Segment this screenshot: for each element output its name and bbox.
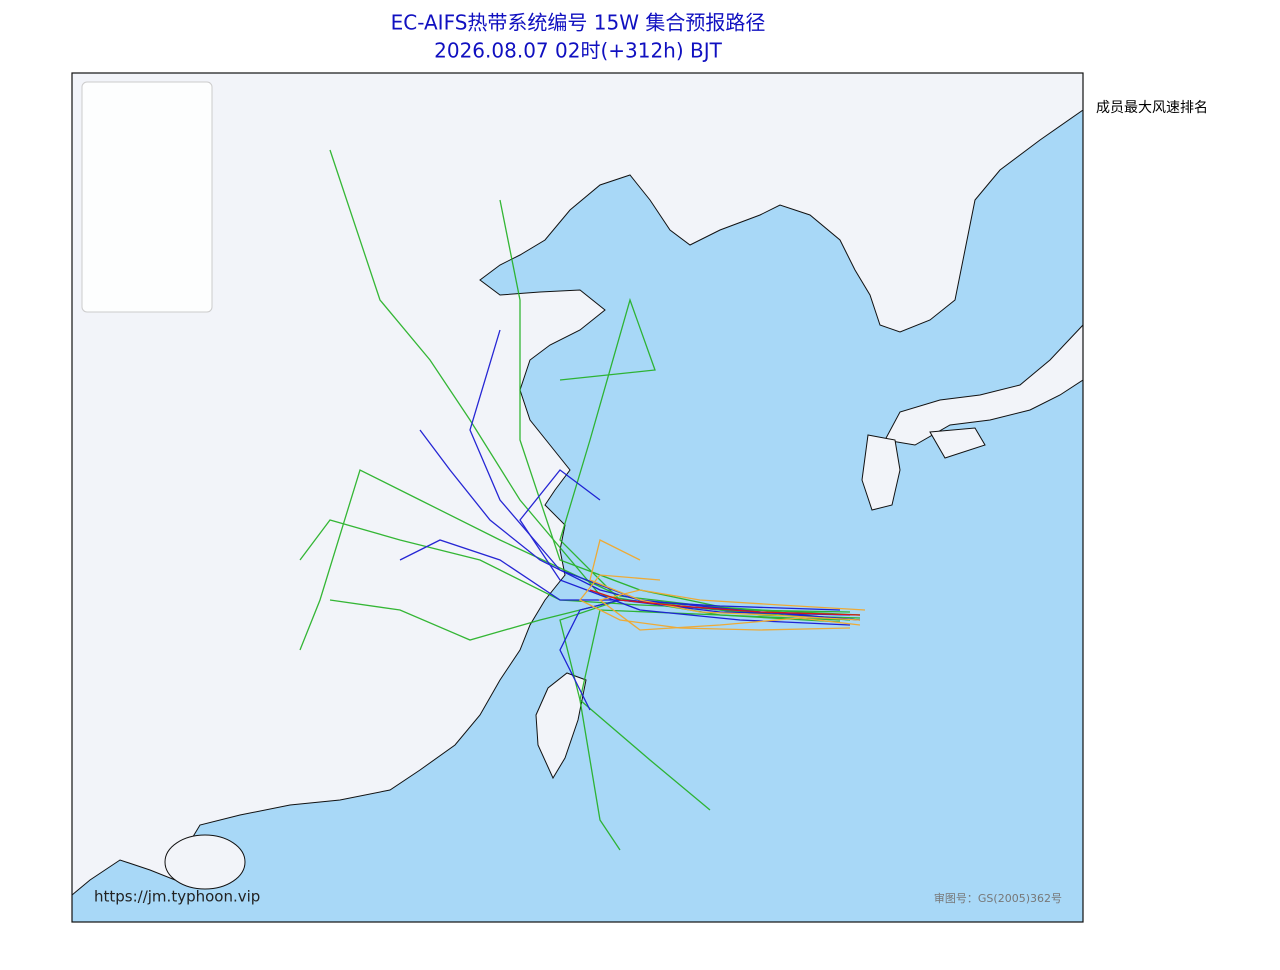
kyushu bbox=[861, 434, 901, 511]
review-number: 审图号：GS(2005)362号 bbox=[934, 891, 1062, 905]
shikoku bbox=[929, 427, 986, 459]
ensemble-tracks bbox=[299, 149, 866, 851]
member-track bbox=[399, 539, 851, 616]
map-frame bbox=[71, 72, 1084, 923]
hainan bbox=[164, 834, 246, 890]
ranking-title: 成员最大风速排名 bbox=[1096, 100, 1208, 116]
member-track bbox=[559, 599, 841, 711]
member-track bbox=[519, 469, 851, 626]
member-track bbox=[579, 609, 841, 811]
taiwan bbox=[535, 672, 587, 780]
subtitle: 2026.08.07 02时(+312h) BJT bbox=[434, 39, 723, 63]
member-track bbox=[559, 297, 861, 616]
url: https://jm.typhoon.vip bbox=[94, 888, 260, 906]
honshu bbox=[884, 324, 1083, 446]
mainland bbox=[72, 73, 1083, 896]
member-track bbox=[578, 574, 851, 631]
title: EC-AIFS热带系统编号 15W 集合预报路径 bbox=[391, 11, 766, 35]
member-track bbox=[589, 539, 861, 621]
legend bbox=[81, 81, 213, 313]
member-track bbox=[598, 589, 866, 631]
map bbox=[72, 73, 1083, 922]
member-track bbox=[589, 589, 861, 616]
